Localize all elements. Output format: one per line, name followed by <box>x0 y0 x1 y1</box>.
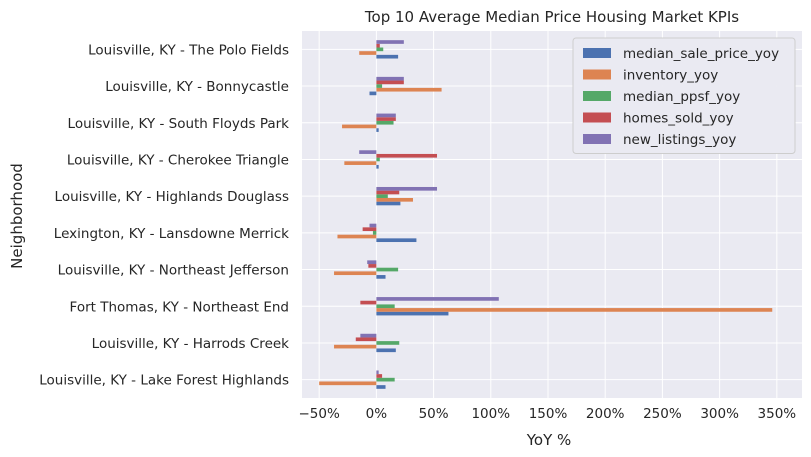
chart-title: Top 10 Average Median Price Housing Mark… <box>364 8 739 26</box>
bar-inventory_yoy <box>376 308 773 312</box>
bar-median_ppsf_yoy <box>372 231 377 235</box>
bar-new_listings_yoy <box>369 223 377 228</box>
x-axis-label: YoY % <box>526 431 572 449</box>
bar-median_ppsf_yoy <box>376 377 395 382</box>
bar-median_ppsf_yoy <box>376 47 384 52</box>
legend-swatch <box>583 48 611 58</box>
x-tick-label: 50% <box>419 406 449 422</box>
bar-inventory_yoy <box>342 124 377 129</box>
bar-homes_sold_yoy <box>376 80 404 85</box>
bar-median_sale_price_yoy <box>376 164 379 169</box>
bar-inventory_yoy <box>344 161 377 165</box>
bar-homes_sold_yoy <box>376 374 383 378</box>
y-tick-label: Louisville, KY - Lake Forest Highlands <box>39 373 289 389</box>
bar-inventory_yoy <box>359 51 377 55</box>
bar-inventory_yoy <box>334 271 377 276</box>
y-tick-label: Louisville, KY - Highlands Douglass <box>55 189 289 205</box>
x-tick-label: 350% <box>758 406 797 422</box>
x-tick-label: 100% <box>471 406 510 422</box>
legend: median_sale_price_yoy inventory_yoymedian… <box>572 37 796 154</box>
bar-homes_sold_yoy <box>376 190 400 195</box>
bar-median_ppsf_yoy <box>376 194 388 198</box>
tick-labels: −50% 0% 50% 100% 150% 200% 250% 300% 350% Louisvi… <box>39 42 796 422</box>
x-tick-label: 250% <box>643 406 682 422</box>
bar-median_sale_price_yoy <box>376 238 417 243</box>
bar-new_listings_yoy <box>376 113 396 118</box>
bar-homes_sold_yoy <box>362 227 377 232</box>
bar-homes_sold_yoy <box>355 337 377 342</box>
y-tick-label: Louisville, KY - Harrods Creek <box>92 336 290 352</box>
legend-box <box>572 37 796 154</box>
bar-median_sale_price_yoy <box>376 128 379 132</box>
bar-median_sale_price_yoy <box>369 91 377 96</box>
legend-label: median_ppsf_yoy <box>623 89 740 105</box>
bar-homes_sold_yoy <box>376 153 438 158</box>
bar-inventory_yoy <box>334 344 377 349</box>
bar-new_listings_yoy <box>376 76 404 81</box>
y-tick-label: Fort Thomas, KY - Northeast End <box>70 299 289 315</box>
x-tick-label: 0% <box>366 406 388 422</box>
bar-homes_sold_yoy <box>376 117 396 121</box>
bar-median_sale_price_yoy <box>376 201 401 206</box>
legend-label: inventory_yoy <box>623 68 718 84</box>
legend-swatch <box>583 69 611 80</box>
bar-median_sale_price_yoy <box>376 385 386 389</box>
bar-new_listings_yoy <box>376 370 379 375</box>
bar-new_listings_yoy <box>376 40 404 44</box>
bar-new_listings_yoy <box>376 186 438 191</box>
bar-new_listings_yoy <box>360 333 377 338</box>
y-tick-label: Louisville, KY - Cherokee Triangle <box>67 152 289 168</box>
bar-median_ppsf_yoy <box>376 341 400 345</box>
bar-median_sale_price_yoy <box>376 348 396 353</box>
bar-median_ppsf_yoy <box>376 157 380 162</box>
legend-swatch <box>583 134 611 144</box>
bar-inventory_yoy <box>319 381 377 386</box>
legend-label: homes_sold_yoy <box>623 111 734 127</box>
bar-homes_sold_yoy <box>360 300 377 305</box>
bar-inventory_yoy <box>376 87 442 92</box>
legend-swatch <box>583 112 611 123</box>
bar-homes_sold_yoy <box>368 264 377 268</box>
legend-label: new_listings_yoy <box>623 132 736 148</box>
bar-median_ppsf_yoy <box>376 304 395 309</box>
bar-new_listings_yoy <box>376 297 499 301</box>
legend-swatch <box>583 91 611 101</box>
bar-median_sale_price_yoy <box>376 54 399 59</box>
bar-homes_sold_yoy <box>376 43 380 48</box>
bar-median_ppsf_yoy <box>376 267 399 272</box>
bar-new_listings_yoy <box>367 260 377 265</box>
x-tick-label: 150% <box>529 406 568 422</box>
bars <box>319 40 773 389</box>
y-axis-label: Neighborhood <box>8 163 26 269</box>
bar-median_sale_price_yoy <box>376 311 449 316</box>
bar-median_ppsf_yoy <box>376 120 394 125</box>
x-tick-label: 200% <box>586 406 625 422</box>
bar-inventory_yoy <box>376 197 413 202</box>
bar-median_ppsf_yoy <box>376 84 383 88</box>
y-tick-label: Louisville, KY - South Floyds Park <box>68 116 290 132</box>
bar-new_listings_yoy <box>359 150 377 154</box>
x-tick-label: −50% <box>298 406 339 422</box>
y-tick-label: Louisville, KY - Bonnycastle <box>105 79 289 95</box>
y-tick-label: Lexington, KY - Lansdowne Merrick <box>54 226 289 242</box>
y-tick-label: Louisville, KY - Northeast Jefferson <box>58 263 289 279</box>
x-tick-label: 300% <box>700 406 739 422</box>
bar-inventory_yoy <box>337 234 377 239</box>
bar-median_sale_price_yoy <box>376 275 386 279</box>
legend-label: median_sale_price_yoy <box>623 46 779 62</box>
y-tick-label: Louisville, KY - The Polo Fields <box>88 42 289 58</box>
